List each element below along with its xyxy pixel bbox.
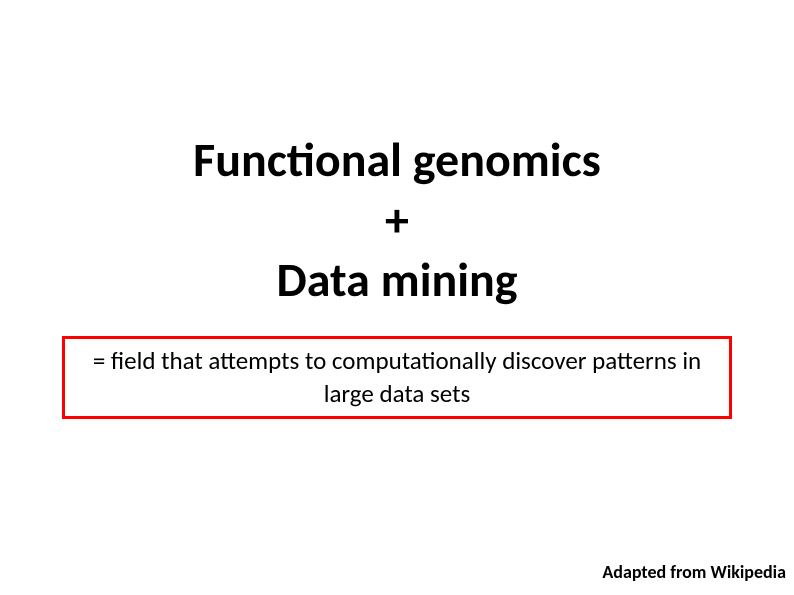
title-block: Functional genomics + Data mining: [0, 130, 794, 310]
definition-box: = field that attempts to computationally…: [62, 336, 732, 419]
slide-container: Functional genomics + Data mining = fiel…: [0, 0, 794, 595]
title-line-1: Functional genomics: [0, 130, 794, 190]
definition-text: = field that attempts to computationally…: [73, 345, 721, 410]
title-plus-symbol: +: [0, 190, 794, 250]
title-line-3: Data mining: [0, 250, 794, 310]
attribution-text: Adapted from Wikipedia: [602, 561, 786, 583]
